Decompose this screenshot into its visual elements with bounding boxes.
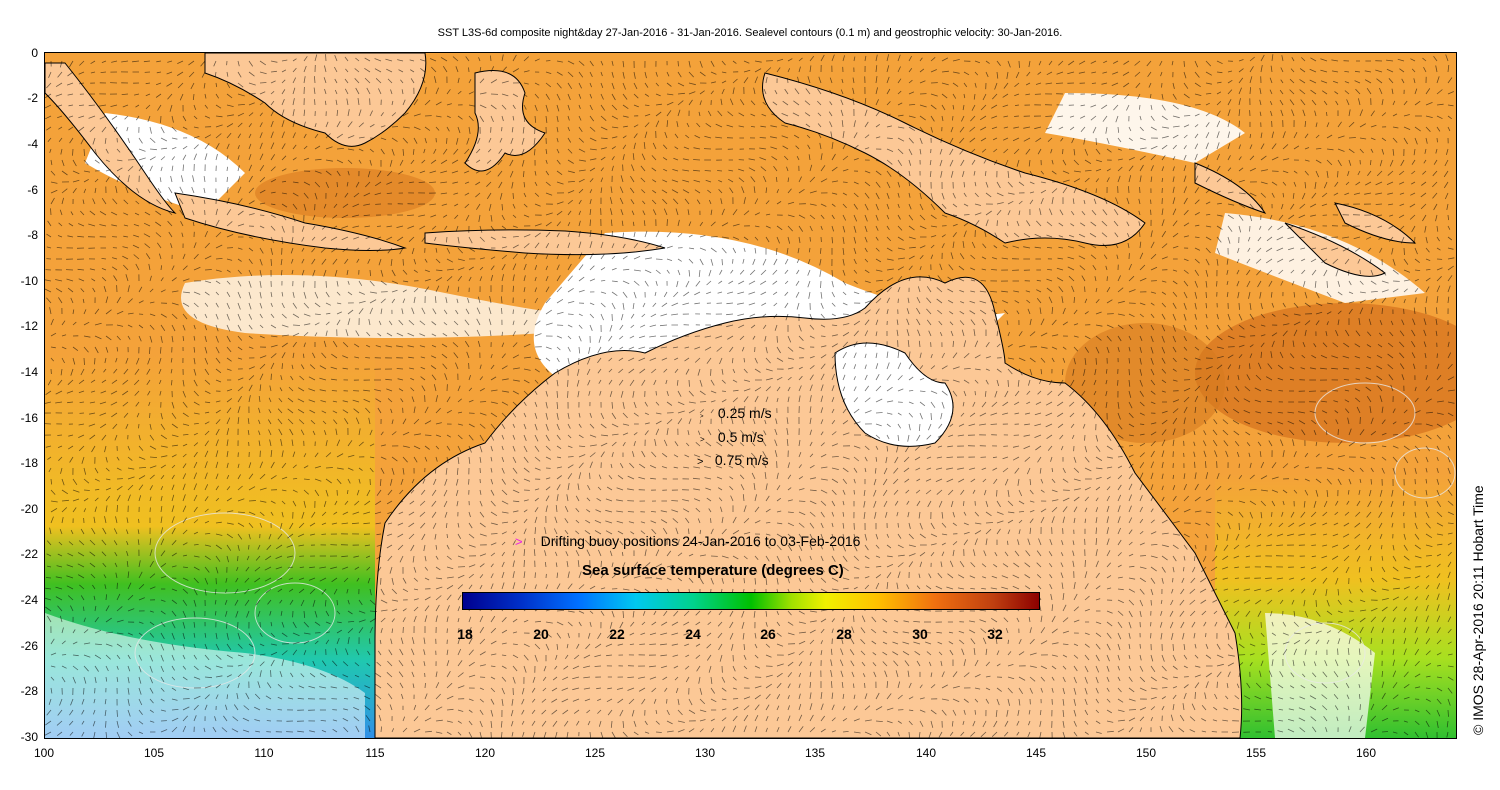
hot-coral-sea xyxy=(1195,303,1456,443)
sst-map xyxy=(44,52,1457,739)
y-tick: -24 xyxy=(20,593,38,607)
velocity-arrows xyxy=(45,54,1455,738)
land-islands xyxy=(1194,162,1417,277)
colorbar-tick: 28 xyxy=(836,626,852,642)
colorbar-title: Sea surface temperature (degrees C) xyxy=(582,562,844,579)
arrow-icon: > xyxy=(700,414,704,420)
land-sumatra xyxy=(45,62,177,214)
x-tick: 160 xyxy=(1355,746,1377,760)
cloud-gap xyxy=(45,613,365,738)
sst-map-canvas xyxy=(45,53,1456,738)
y-tick: -4 xyxy=(27,137,38,151)
y-tick: -18 xyxy=(20,456,38,470)
x-tick: 110 xyxy=(254,746,274,760)
velocity-legend-label: 0.75 m/s xyxy=(714,452,769,468)
gulf-region xyxy=(834,342,954,447)
x-tick: 105 xyxy=(143,746,165,760)
x-tick: 115 xyxy=(365,746,385,760)
x-tick: 155 xyxy=(1245,746,1267,760)
velocity-legend-item: > 0.75 m/s xyxy=(697,452,769,468)
land-java xyxy=(174,192,407,251)
y-tick: -12 xyxy=(20,319,38,333)
colorbar-tick: 20 xyxy=(533,626,549,642)
colorbar-tick: 18 xyxy=(457,626,473,642)
x-tick: 120 xyxy=(474,746,496,760)
cloud-gap xyxy=(85,113,245,213)
cloud-gap xyxy=(1045,93,1245,163)
land-sulawesi xyxy=(464,70,546,172)
y-tick: -16 xyxy=(20,411,38,425)
velocity-field xyxy=(45,54,1455,738)
x-tick: 100 xyxy=(33,746,55,760)
sea-level-contours xyxy=(134,382,1456,689)
y-tick: -14 xyxy=(20,365,38,379)
sst-colorbar xyxy=(462,592,1040,610)
cloud-gap xyxy=(1265,613,1375,738)
land-new-guinea xyxy=(762,72,1146,246)
x-tick: 140 xyxy=(915,746,937,760)
x-tick: 150 xyxy=(1135,746,1157,760)
y-tick: -10 xyxy=(20,274,38,288)
y-tick: -26 xyxy=(20,639,38,653)
x-tick: 145 xyxy=(1025,746,1047,760)
buoy-marker-icon: > xyxy=(515,534,523,549)
velocity-legend-label: 0.25 m/s xyxy=(717,405,772,421)
y-tick: -20 xyxy=(20,502,38,516)
y-tick: 0 xyxy=(31,46,38,60)
colorbar-tick: 24 xyxy=(685,626,701,642)
colorbar-tick: 32 xyxy=(987,626,1003,642)
land-masses xyxy=(45,53,1243,738)
y-tick: -30 xyxy=(20,730,38,744)
land-australia xyxy=(374,276,1243,738)
x-tick: 130 xyxy=(694,746,716,760)
cloud-gap xyxy=(533,231,1005,383)
map-title: SST L3S-6d composite night&day 27-Jan-20… xyxy=(437,27,1063,39)
y-tick: -2 xyxy=(27,91,38,105)
y-tick: -22 xyxy=(20,547,38,561)
land-borneo xyxy=(204,53,427,147)
velocity-legend-item: > 0.5 m/s xyxy=(700,429,764,445)
colorbar-tick: 26 xyxy=(760,626,776,642)
y-tick: -8 xyxy=(27,228,38,242)
credit-text: © IMOS 28-Apr-2016 20:11 Hobart Time xyxy=(1470,485,1486,735)
buoy-legend: > Drifting buoy positions 24-Jan-2016 to … xyxy=(515,533,860,549)
x-tick: 125 xyxy=(584,746,606,760)
hot-patch xyxy=(255,168,435,218)
buoy-legend-label: Drifting buoy positions 24-Jan-2016 to 0… xyxy=(540,533,861,549)
arrow-icon: > xyxy=(697,456,704,468)
y-tick: -28 xyxy=(20,684,38,698)
x-tick: 135 xyxy=(804,746,826,760)
y-tick: -6 xyxy=(27,183,38,197)
velocity-legend-item: > 0.25 m/s xyxy=(700,405,772,421)
velocity-legend-label: 0.5 m/s xyxy=(717,429,764,445)
hot-patch xyxy=(1065,323,1225,443)
colorbar-tick: 22 xyxy=(609,626,625,642)
arrow-icon: > xyxy=(700,435,705,444)
colorbar-tick: 30 xyxy=(912,626,928,642)
cloud-gap xyxy=(181,275,565,338)
